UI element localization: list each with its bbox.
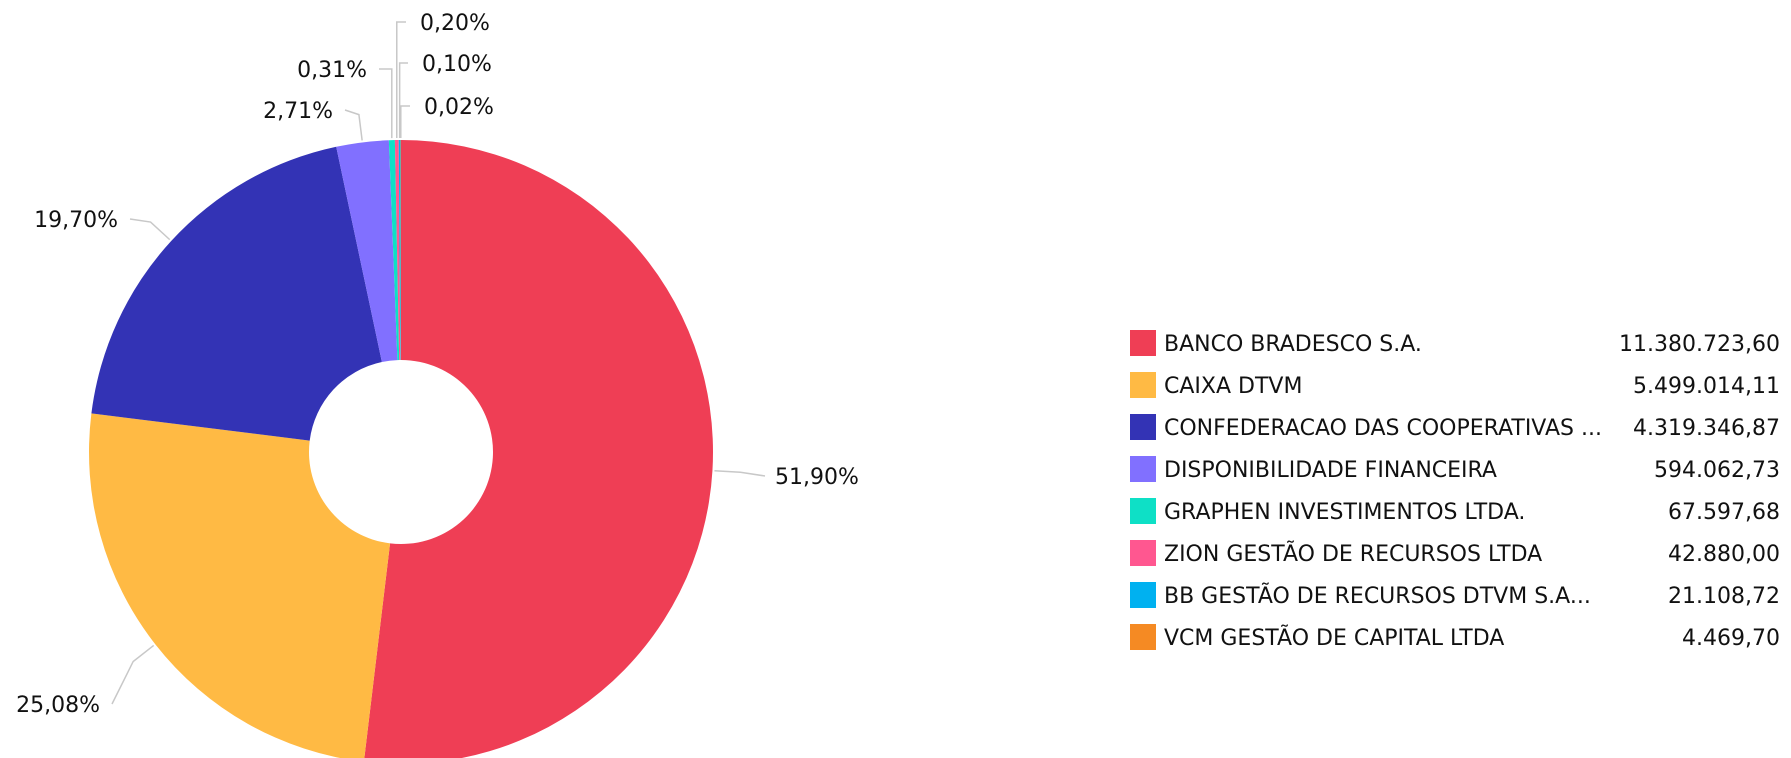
percent-label-graphen-investimentos-ltda: 0,31%	[297, 58, 367, 83]
leader-line-vcm-gestao-de-capital-ltda	[400, 105, 410, 139]
slice-confederacao-das-cooperativas[interactable]	[91, 146, 382, 441]
legend-value: 67.597,68	[1668, 500, 1780, 525]
legend-name: VCM GESTÃO DE CAPITAL LTDA	[1164, 624, 1504, 651]
legend-swatch	[1130, 330, 1156, 356]
legend-name: GRAPHEN INVESTIMENTOS LTDA.	[1164, 500, 1525, 525]
percent-label-caixa-dtvm: 25,08%	[16, 693, 100, 718]
legend: BANCO BRADESCO S.A. 11.380.723,60 CAIXA DT…	[1130, 330, 1780, 651]
leader-line-banco-bradesco-s-a	[714, 469, 766, 477]
legend-swatch	[1130, 498, 1156, 524]
percent-label-banco-bradesco-s-a: 51,90%	[775, 465, 859, 490]
legend-name: ZION GESTÃO DE RECURSOS LTDA	[1164, 540, 1542, 567]
percent-label-disponibilidade-financeira: 2,71%	[263, 99, 333, 124]
legend-item-confederacao-das-cooperativas[interactable]: CONFEDERACAO DAS COOPERATIVAS ... 4.319.3…	[1130, 414, 1780, 441]
legend-swatch	[1130, 456, 1156, 482]
slice-disponibilidade-financeira[interactable]	[336, 140, 398, 363]
legend-item-graphen-investimentos-ltda[interactable]: GRAPHEN INVESTIMENTOS LTDA. 67.597,68	[1130, 498, 1780, 525]
legend-item-banco-bradesco-s-a[interactable]: BANCO BRADESCO S.A. 11.380.723,60	[1130, 330, 1780, 357]
percent-label-zion-gestao-de-recursos-ltda: 0,20%	[420, 11, 490, 36]
slice-graphen-investimentos-ltda[interactable]	[388, 140, 400, 361]
legend-value: 4.469,70	[1682, 626, 1780, 651]
legend-value: 5.499.014,11	[1633, 374, 1780, 399]
legend-name: BB GESTÃO DE RECURSOS DTVM S.A...	[1164, 582, 1591, 609]
leader-line-zion-gestao-de-recursos-ltda	[396, 21, 406, 139]
legend-swatch	[1130, 624, 1156, 650]
leader-line-bb-gestao-de-recursos-dtvm-s-a	[398, 62, 408, 139]
legend-item-disponibilidade-financeira[interactable]: DISPONIBILIDADE FINANCEIRA 594.062,73	[1130, 456, 1780, 483]
slice-caixa-dtvm[interactable]	[89, 413, 391, 758]
slices-group	[89, 140, 713, 758]
leader-line-caixa-dtvm	[111, 644, 155, 705]
legend-item-bb-gestao-de-recursos-dtvm-s-a[interactable]: BB GESTÃO DE RECURSOS DTVM S.A... 21.108,…	[1130, 582, 1780, 609]
percent-label-confederacao-das-cooperativas: 19,70%	[34, 208, 118, 233]
legend-value: 42.880,00	[1668, 542, 1780, 567]
leader-line-graphen-investimentos-ltda	[379, 68, 393, 139]
leader-line-confederacao-das-cooperativas	[129, 218, 171, 241]
legend-name: BANCO BRADESCO S.A.	[1164, 332, 1422, 357]
legend-swatch	[1130, 414, 1156, 440]
legend-value: 4.319.346,87	[1633, 416, 1780, 441]
legend-swatch	[1130, 582, 1156, 608]
legend-item-zion-gestao-de-recursos-ltda[interactable]: ZION GESTÃO DE RECURSOS LTDA 42.880,00	[1130, 540, 1780, 567]
legend-value: 21.108,72	[1668, 584, 1780, 609]
slice-zion-gestao-de-recursos-ltda[interactable]	[394, 140, 401, 361]
legend-name: CONFEDERACAO DAS COOPERATIVAS ...	[1164, 416, 1602, 441]
percent-labels-group: 51,90% 25,08% 19,70% 2,71% 0,31% 0,20% 0,10% 0,…	[16, 11, 859, 718]
percent-label-bb-gestao-de-recursos-dtvm-s-a: 0,10%	[422, 52, 492, 77]
slice-banco-bradesco-s-a[interactable]	[364, 140, 713, 758]
leader-line-disponibilidade-financeira	[344, 109, 363, 141]
legend-swatch	[1130, 540, 1156, 566]
legend-swatch	[1130, 372, 1156, 398]
percent-label-vcm-gestao-de-capital-ltda: 0,02%	[424, 95, 494, 120]
legend-value: 11.380.723,60	[1619, 332, 1780, 357]
leader-lines-group	[111, 21, 766, 705]
legend-name: DISPONIBILIDADE FINANCEIRA	[1164, 458, 1497, 483]
legend-item-vcm-gestao-de-capital-ltda[interactable]: VCM GESTÃO DE CAPITAL LTDA 4.469,70	[1130, 624, 1780, 651]
slice-bb-gestao-de-recursos-dtvm-s-a[interactable]	[398, 140, 401, 361]
legend-value: 594.062,73	[1654, 458, 1780, 483]
legend-name: CAIXA DTVM	[1164, 374, 1302, 399]
legend-item-caixa-dtvm[interactable]: CAIXA DTVM 5.499.014,11	[1130, 372, 1780, 399]
